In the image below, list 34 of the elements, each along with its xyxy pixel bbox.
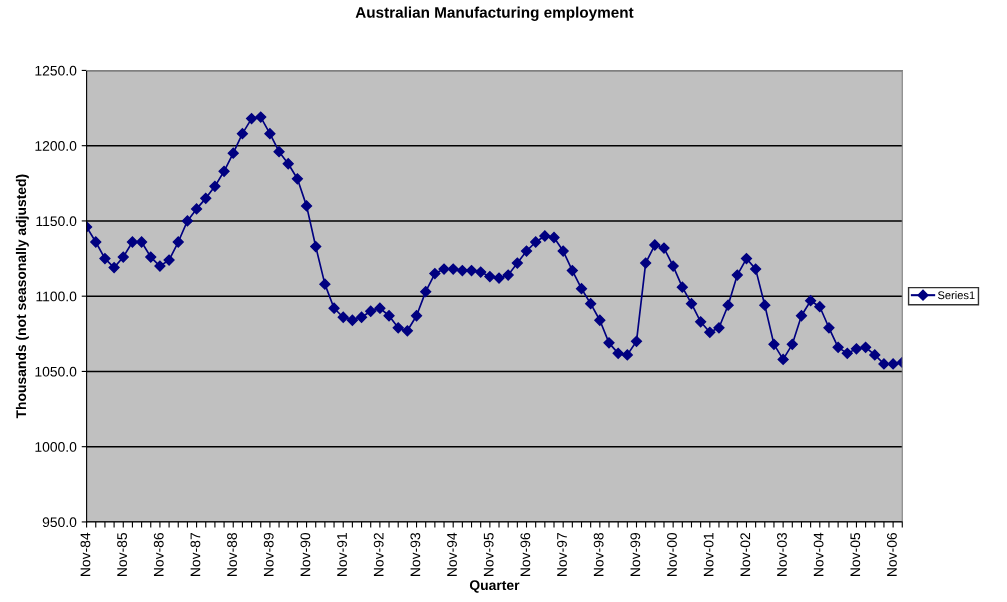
x-tick-label: Nov-93 — [410, 532, 421, 576]
x-tick-label: Nov-06 — [887, 532, 897, 576]
x-tick-label: Nov-04 — [813, 532, 824, 576]
x-tick-label: Nov-95 — [483, 532, 494, 576]
x-tick-label: Nov-99 — [630, 533, 641, 576]
y-tick-label: 1000.0 — [35, 442, 77, 452]
x-tick-label: Nov-87 — [190, 533, 201, 576]
x-tick-label: Nov-91 — [337, 533, 347, 576]
y-tick-label: 1250.0 — [35, 65, 77, 76]
chart-title: Australian Manufacturing employment — [355, 6, 634, 21]
x-tick-label: Nov-96 — [520, 532, 531, 576]
x-tick-label: Nov-85 — [117, 532, 127, 576]
x-tick-label: Nov-92 — [373, 533, 384, 576]
y-tick-label: 1100.0 — [36, 291, 77, 302]
x-tick-label: Nov-89 — [263, 533, 274, 576]
x-tick-label: Nov-86 — [153, 532, 164, 576]
x-tick-label: Nov-03 — [777, 532, 787, 576]
x-axis-title: Quarter — [469, 580, 520, 593]
y-axis-title: Thousands (not seasonally adjusted) — [15, 174, 29, 419]
y-tick-label: 1200.0 — [35, 141, 77, 151]
x-tick-label: Nov-90 — [300, 532, 311, 576]
y-tick-label: 950.0 — [42, 517, 77, 528]
x-tick-label: Nov-98 — [593, 532, 604, 576]
x-tick-label: Nov-00 — [667, 532, 677, 576]
x-tick-label: Nov-94 — [447, 532, 457, 576]
x-tick-label: Nov-97 — [557, 533, 567, 576]
x-tick-label: Nov-01 — [703, 533, 714, 576]
y-tick-label: 1150.0 — [36, 216, 77, 227]
y-tick-label: 1050.0 — [35, 366, 77, 377]
x-tick-label: Nov-05 — [850, 532, 861, 576]
x-tick-label: Nov-84 — [80, 532, 91, 576]
x-tick-label: Nov-02 — [740, 533, 751, 576]
x-tick-label: Nov-88 — [227, 532, 237, 576]
legend-label: Series1 — [937, 291, 975, 300]
